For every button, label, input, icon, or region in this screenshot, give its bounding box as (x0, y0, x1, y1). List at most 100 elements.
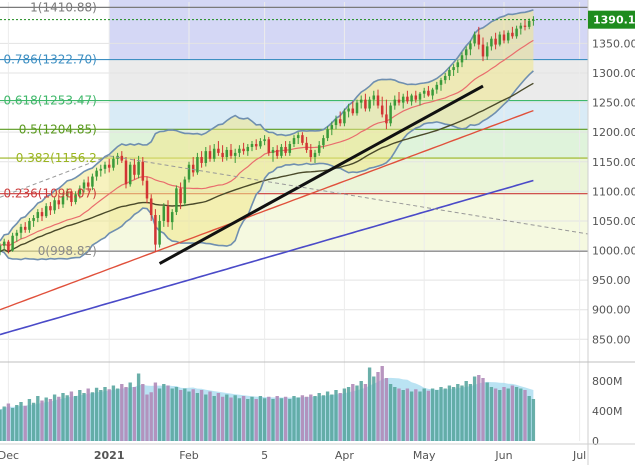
price-tick-label: 900.00 (592, 304, 631, 317)
volume-bar (208, 391, 212, 441)
volume-bar (464, 381, 468, 441)
candle-body (36, 212, 40, 218)
candle-body (422, 90, 426, 94)
last-price-label: 1390.12 (593, 14, 635, 27)
candle-body (338, 119, 342, 124)
candle-body (99, 168, 103, 171)
candle-body (95, 170, 98, 177)
volume-bar (212, 396, 216, 441)
candle-body (208, 151, 212, 159)
candle-body (351, 108, 355, 114)
candle-body (259, 141, 262, 147)
volume-bar (309, 394, 313, 441)
candle-body (212, 148, 216, 159)
candle-body (162, 206, 166, 221)
volume-bar (23, 405, 27, 441)
candle-body (309, 149, 313, 158)
candle-body (238, 148, 241, 153)
candle-body (452, 67, 455, 71)
candle-body (78, 188, 82, 195)
candle-body (368, 99, 371, 109)
candle-body (242, 148, 245, 152)
grid (0, 2, 588, 441)
candle-body (485, 46, 489, 57)
volume-bar (460, 385, 464, 441)
volume-bar (384, 378, 389, 441)
candle-body (301, 135, 304, 143)
volume-bar (191, 389, 195, 441)
candle-body (317, 145, 321, 153)
candle-body (498, 34, 502, 45)
volume-bar (86, 388, 90, 441)
volume-bar (141, 384, 145, 441)
candle-body (506, 32, 510, 41)
candle-body (267, 139, 271, 153)
volume-bar (481, 378, 485, 441)
candle-body (225, 149, 229, 158)
volume-bar (325, 391, 330, 441)
volume-bar (527, 396, 531, 441)
candle-body (284, 146, 287, 153)
volume-bar (6, 403, 11, 441)
candle-body (137, 161, 140, 175)
volume-bar (472, 376, 477, 441)
volume-bar (380, 366, 384, 441)
volume-bar (292, 396, 296, 441)
volume-bar (124, 387, 128, 441)
volume-bar (258, 396, 263, 441)
candle-body (456, 62, 460, 68)
candle-body (397, 99, 401, 103)
candle-body (15, 232, 19, 236)
volume-bar (187, 391, 191, 441)
candle-body (389, 105, 392, 124)
volume-bar (225, 394, 229, 441)
candle-body (250, 144, 254, 147)
candle-body (49, 206, 52, 211)
candle-body (271, 149, 275, 153)
candle-body (229, 149, 233, 156)
volume-bar (409, 391, 414, 441)
candle-body (74, 194, 77, 203)
candle-body (221, 152, 224, 158)
candle-body (460, 55, 464, 63)
candle-body (2, 241, 6, 246)
price-tick-label: 950.00 (592, 274, 631, 287)
volume-bar (233, 395, 237, 441)
volume-bar (157, 388, 162, 441)
volume-bar (338, 393, 342, 441)
candle-body (183, 179, 187, 204)
volume-bar (145, 394, 149, 441)
candle-body (376, 95, 380, 106)
volume-bar (82, 393, 86, 441)
candle-body (217, 148, 220, 153)
time-tick-label: 5 (261, 449, 268, 462)
candle-body (439, 80, 443, 85)
candle-body (275, 149, 279, 156)
candle-body (53, 200, 56, 211)
candle-body (527, 20, 531, 27)
time-tick-label: 2021 (94, 449, 125, 462)
volume-bar (401, 390, 405, 441)
volume-bar (115, 388, 120, 441)
candle-body (179, 188, 182, 204)
trendline-support (158, 84, 484, 265)
candle-body (191, 164, 195, 173)
volume-bar (178, 390, 183, 441)
volume-tick-label: 400M (592, 405, 623, 418)
candle-body (280, 146, 283, 156)
volume-bar (78, 390, 82, 441)
fib-label: 0.786(1322.70) (3, 53, 96, 67)
volume-bar (397, 388, 401, 441)
volume-bar (94, 387, 99, 441)
price-tick-label: 1350.00 (592, 37, 635, 50)
volume-bar (40, 400, 44, 441)
candle-body (326, 129, 329, 139)
volume-bar (531, 399, 536, 441)
volume-bar (485, 382, 489, 441)
candle-body (19, 226, 23, 233)
candle-body (502, 34, 506, 41)
axis-background (588, 0, 635, 465)
candle-body (443, 75, 447, 81)
candle-body (359, 99, 363, 103)
